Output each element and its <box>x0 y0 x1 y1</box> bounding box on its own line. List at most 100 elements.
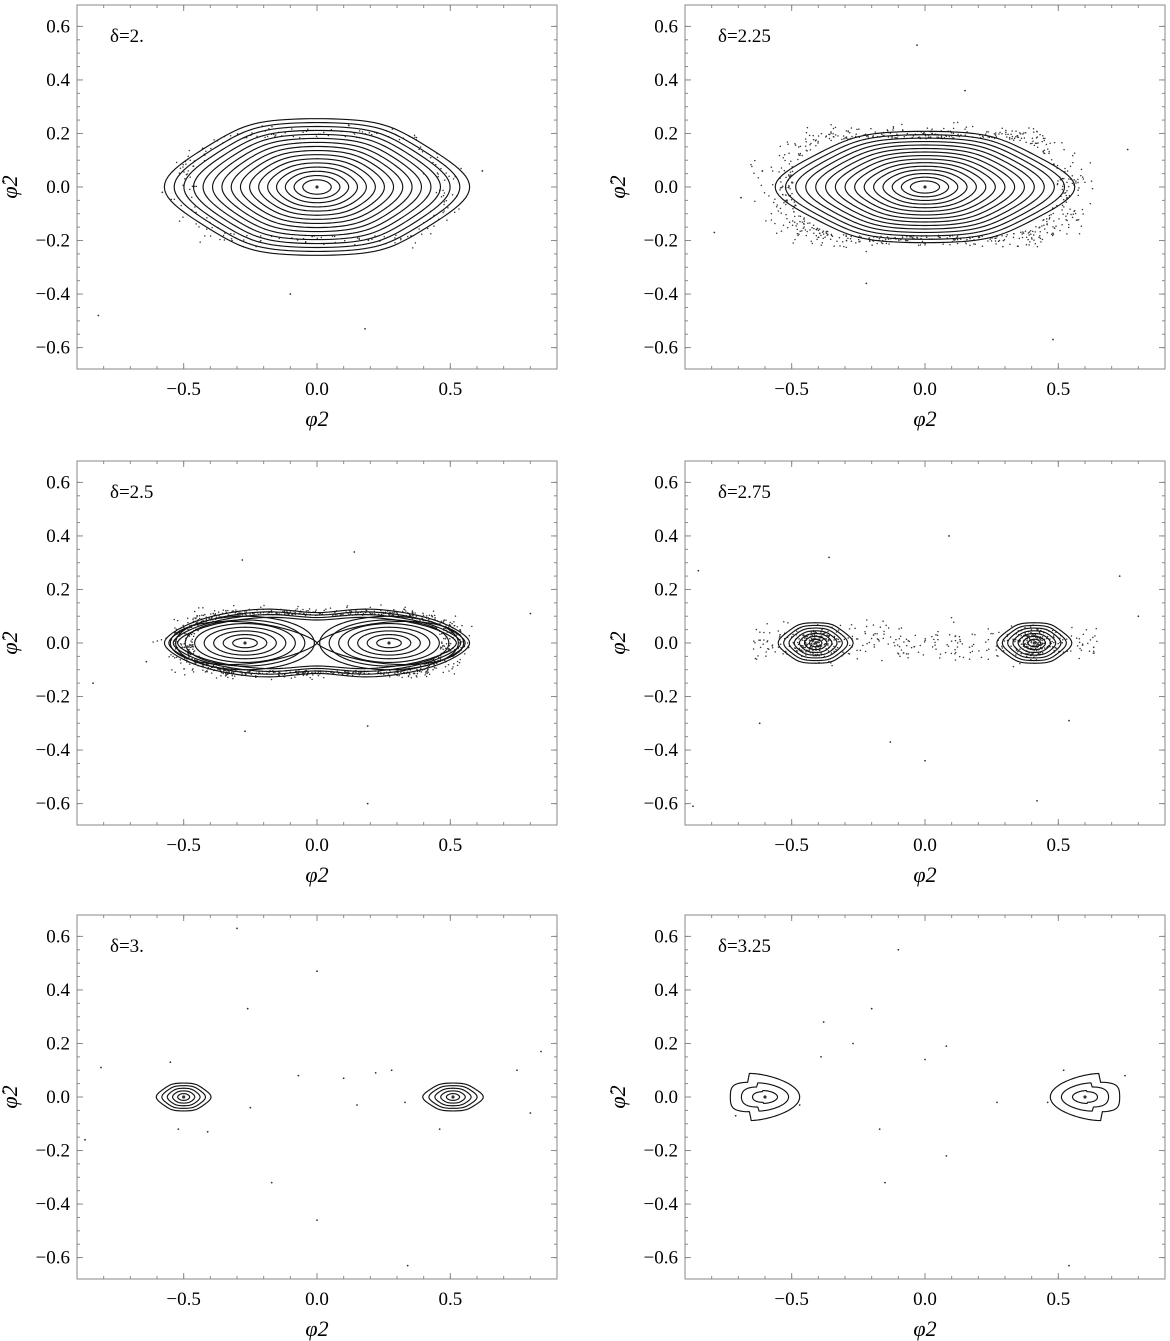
chaotic-point <box>1070 213 1072 216</box>
chaotic-point <box>1044 137 1046 140</box>
chaotic-point <box>791 224 794 227</box>
chaotic-point <box>212 612 214 615</box>
chaotic-point <box>419 664 422 667</box>
chaotic-point <box>1032 652 1034 655</box>
chaotic-point <box>802 222 805 225</box>
chaotic-point <box>184 632 186 635</box>
chaotic-point <box>202 614 205 617</box>
stray-point <box>289 293 292 295</box>
chaotic-point <box>995 645 998 647</box>
chaotic-point <box>441 632 443 635</box>
chaotic-point <box>899 635 902 637</box>
chaotic-point <box>786 141 789 143</box>
chaotic-point <box>1067 226 1070 229</box>
delta-annotation: δ=3. <box>110 936 144 957</box>
x-tick-label: 0.0 <box>913 1289 937 1310</box>
y-tick-label: −0.2 <box>36 687 70 708</box>
x-tick-label: −0.5 <box>166 835 200 856</box>
chaotic-point <box>810 142 812 145</box>
stray-point <box>916 44 918 47</box>
chaotic-point <box>1023 137 1026 139</box>
chaotic-point <box>803 646 805 649</box>
chaotic-point <box>937 638 939 641</box>
chaotic-point <box>183 171 185 173</box>
chaotic-point <box>830 132 832 134</box>
chaotic-point <box>1041 639 1043 642</box>
chaotic-point <box>872 634 875 636</box>
chaotic-point <box>801 221 804 223</box>
chaotic-point <box>913 645 915 648</box>
chaotic-point <box>174 648 177 650</box>
chaotic-point <box>1030 233 1032 235</box>
chaotic-point <box>185 163 187 165</box>
chaotic-point <box>1020 137 1023 140</box>
chaotic-point <box>817 236 820 238</box>
chaotic-point <box>949 243 951 246</box>
chaotic-point <box>865 250 867 253</box>
chaotic-point <box>825 230 828 233</box>
chaotic-point <box>793 211 795 213</box>
chaotic-point <box>1061 209 1063 211</box>
chaotic-point <box>275 134 277 136</box>
chaotic-point <box>937 630 939 633</box>
fixed-point <box>451 1095 455 1099</box>
stray-point <box>924 759 926 762</box>
chaotic-point <box>358 238 361 240</box>
chaotic-point <box>1041 651 1044 654</box>
chaotic-point <box>193 632 196 635</box>
chaotic-point <box>988 136 991 139</box>
chaotic-point <box>917 244 920 247</box>
chaotic-point <box>1065 218 1067 221</box>
y-tick-label: 0.6 <box>46 926 70 947</box>
chaotic-point <box>882 242 884 245</box>
chaotic-point <box>855 638 858 640</box>
chaotic-point <box>448 175 450 178</box>
outer-invariant-curve <box>168 611 466 675</box>
chaotic-point <box>178 220 181 222</box>
chaotic-point <box>768 632 771 634</box>
chaotic-point <box>885 624 887 627</box>
chaotic-point <box>1019 662 1021 665</box>
chaotic-point <box>864 631 866 633</box>
y-tick-label: 0.0 <box>46 1087 70 1108</box>
chaotic-point <box>966 238 968 241</box>
chaotic-point <box>790 198 793 201</box>
chaotic-point <box>830 233 833 236</box>
y-axis-label: φ̇2 <box>605 1085 630 1108</box>
y-tick-label: 0.2 <box>46 1033 70 1054</box>
chaotic-point <box>208 617 211 620</box>
chaotic-point <box>205 150 207 153</box>
invariant-curve <box>1012 630 1057 656</box>
chaotic-point <box>850 240 853 242</box>
chaotic-point <box>931 128 933 130</box>
chaotic-point <box>1078 657 1080 660</box>
fixed-point <box>1083 1095 1087 1099</box>
invariant-curve <box>1007 627 1062 659</box>
chaotic-point <box>797 234 799 237</box>
chaotic-point <box>936 634 939 636</box>
chaotic-point <box>808 639 811 641</box>
chaotic-point <box>956 238 959 241</box>
chaotic-point <box>342 613 344 616</box>
chaotic-point <box>1021 233 1023 235</box>
chaotic-point <box>294 676 296 678</box>
chaotic-point <box>1081 208 1084 211</box>
chaotic-point <box>968 658 971 660</box>
chaotic-point <box>247 670 249 673</box>
chaotic-point <box>388 614 390 616</box>
chaotic-point <box>442 648 444 651</box>
chaotic-point <box>950 652 953 655</box>
chaotic-point <box>152 641 154 643</box>
chaotic-point <box>956 642 959 644</box>
chaotic-point <box>825 638 828 640</box>
invariant-curve <box>440 1090 466 1104</box>
chaotic-point <box>816 227 819 230</box>
chaotic-point <box>1042 137 1045 140</box>
chaotic-point <box>799 215 802 218</box>
chaotic-point <box>922 133 924 135</box>
chaotic-point <box>283 610 286 612</box>
chaotic-point <box>804 637 806 640</box>
y-tick-label: 0.2 <box>46 579 70 600</box>
chaotic-point <box>878 237 881 240</box>
plot-frame <box>684 460 1166 826</box>
